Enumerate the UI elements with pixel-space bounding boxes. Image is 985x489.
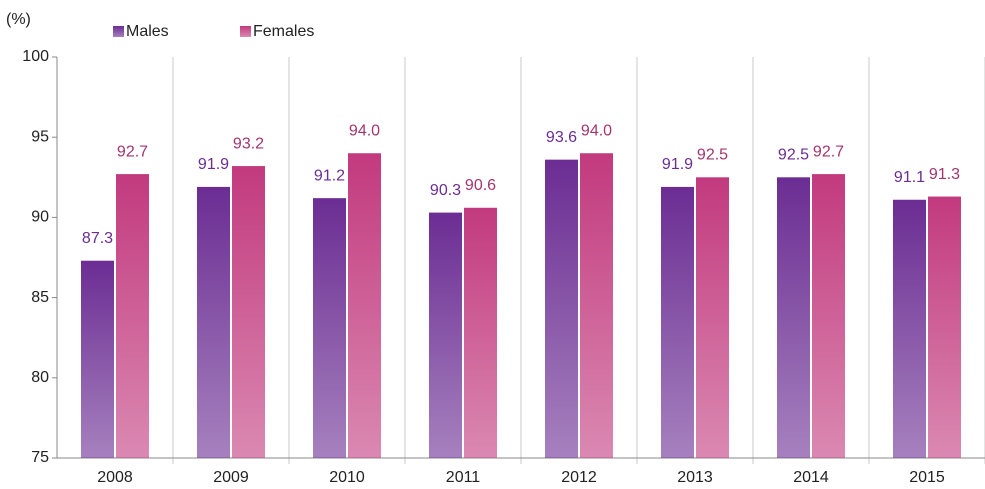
x-tick-label: 2013 bbox=[677, 469, 713, 486]
data-label: 87.3 bbox=[82, 230, 113, 247]
bar bbox=[545, 159, 578, 458]
bar bbox=[928, 196, 961, 458]
data-label: 91.3 bbox=[929, 166, 960, 183]
data-label: 91.9 bbox=[662, 156, 693, 173]
bar bbox=[464, 207, 497, 458]
bar bbox=[429, 212, 462, 458]
y-tick-label: 75 bbox=[31, 449, 49, 466]
data-label: 94.0 bbox=[349, 122, 380, 139]
data-label: 92.5 bbox=[778, 147, 809, 164]
y-axis-label: (%) bbox=[6, 11, 31, 28]
y-tick-label: 80 bbox=[31, 369, 49, 386]
data-label: 90.6 bbox=[465, 177, 496, 194]
x-tick-label: 2009 bbox=[213, 469, 249, 486]
data-label: 90.3 bbox=[430, 182, 461, 199]
bar bbox=[197, 186, 230, 458]
legend-swatch bbox=[113, 26, 124, 37]
y-tick-label: 90 bbox=[31, 209, 49, 226]
bar bbox=[81, 260, 114, 458]
x-tick-label: 2011 bbox=[446, 469, 481, 486]
bar bbox=[232, 166, 265, 458]
bar bbox=[777, 177, 810, 459]
data-label: 92.5 bbox=[697, 147, 728, 164]
x-tick-label: 2008 bbox=[97, 469, 133, 486]
y-tick-label: 100 bbox=[22, 48, 49, 65]
data-label: 92.7 bbox=[117, 143, 148, 160]
data-label: 93.2 bbox=[233, 135, 264, 152]
bar bbox=[348, 153, 381, 459]
data-label: 93.6 bbox=[546, 129, 577, 146]
data-label: 91.1 bbox=[894, 169, 925, 186]
bar bbox=[313, 198, 346, 459]
bar bbox=[661, 186, 694, 458]
data-label: 94.0 bbox=[581, 122, 612, 139]
bar bbox=[696, 177, 729, 459]
legend-label: Males bbox=[126, 23, 169, 40]
bar bbox=[116, 174, 149, 459]
bar bbox=[580, 153, 613, 459]
bar bbox=[893, 199, 926, 459]
x-tick-label: 2015 bbox=[909, 469, 945, 486]
x-tick-label: 2012 bbox=[561, 469, 597, 486]
y-tick-label: 85 bbox=[31, 289, 49, 306]
data-label: 91.2 bbox=[314, 167, 345, 184]
x-tick-label: 2010 bbox=[329, 469, 365, 486]
data-label: 91.9 bbox=[198, 156, 229, 173]
x-tick-label: 2014 bbox=[793, 469, 829, 486]
legend-swatch bbox=[240, 26, 251, 37]
y-tick-label: 95 bbox=[31, 128, 49, 145]
bar bbox=[812, 174, 845, 459]
data-label: 92.7 bbox=[813, 143, 844, 160]
legend-label: Females bbox=[253, 23, 314, 40]
